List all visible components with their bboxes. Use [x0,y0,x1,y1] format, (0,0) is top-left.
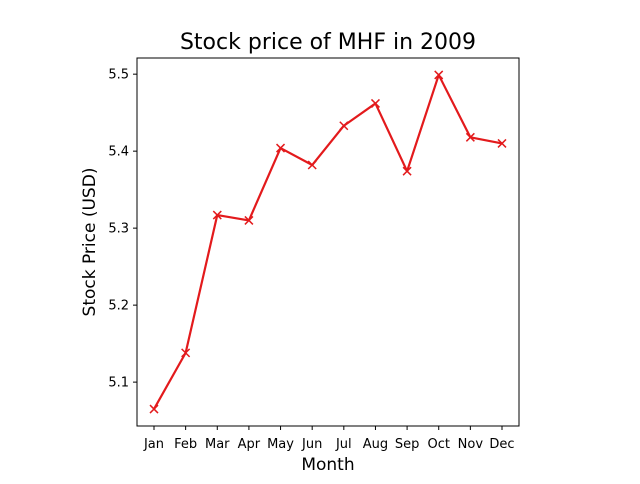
x-tick-label: Jul [335,437,352,452]
marker-stroke [402,166,412,176]
chart-title: Stock price of MHF in 2009 [180,30,476,55]
data-point-marker [149,404,159,414]
plot-area [136,57,520,427]
marker-stroke [370,98,380,108]
x-tick-label: Feb [174,437,197,452]
data-point-marker [497,138,507,148]
y-axis-label: Stock Price (USD) [80,168,100,317]
y-axis: 5.1 5.2 5.3 5.4 5.5 [108,68,137,391]
data-point-marker [434,70,444,80]
y-tick-label: 5.4 [108,145,129,160]
x-tick-label: Aug [363,437,388,452]
data-point-marker [402,166,412,176]
x-tick-label: Dec [489,437,514,452]
x-axis-label: Month [301,455,354,475]
data-point-marker [339,121,349,131]
marker-stroke [434,70,444,80]
marker-stroke [212,210,222,220]
marker-stroke [181,348,191,358]
data-point-marker [276,143,286,153]
y-tick-label: 5.3 [108,222,129,237]
x-tick-label: Sep [395,437,420,452]
x-tick-label: Jun [301,437,322,452]
x-tick-label: May [267,437,294,452]
x-tick-label: Apr [238,437,261,452]
data-point-marker [244,215,254,225]
x-tick-label: Mar [205,437,230,452]
x-tick-label: Jan [143,437,164,452]
y-tick-label: 5.5 [108,68,129,83]
data-point-marker [307,160,317,170]
marker-stroke [307,160,317,170]
x-axis: Jan Feb Mar Apr May Jun Jul Aug Sep Oct Nov Dec [143,426,515,452]
data-point-marker [212,210,222,220]
price-series-line [153,73,503,410]
x-tick-label: Oct [427,437,449,452]
x-tick-label: Nov [458,437,484,452]
data-point-marker [370,98,380,108]
marker-stroke [465,132,475,142]
marker-stroke [497,138,507,148]
marker-stroke [149,404,159,414]
y-tick-label: 5.1 [108,376,129,391]
marker-stroke [276,143,286,153]
data-point-marker [181,348,191,358]
data-point-marker [465,132,475,142]
marker-stroke [339,121,349,131]
y-tick-label: 5.2 [108,299,129,314]
marker-stroke [244,215,254,225]
series-layer [149,70,507,414]
